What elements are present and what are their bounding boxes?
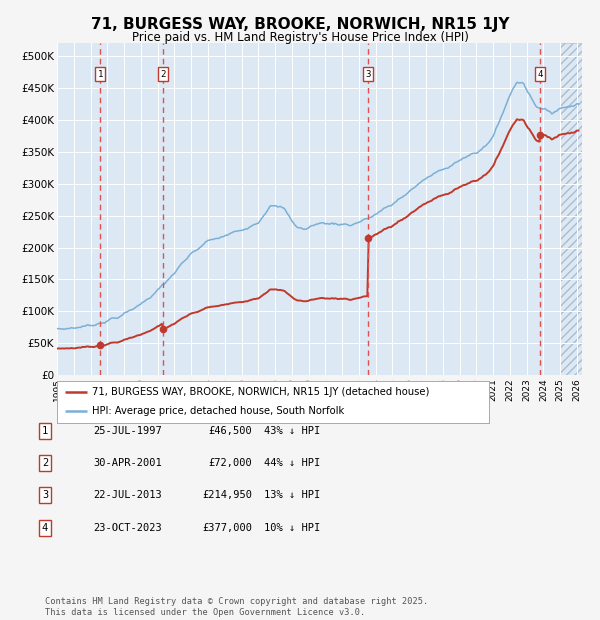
Text: 44% ↓ HPI: 44% ↓ HPI bbox=[264, 458, 320, 468]
Text: 23-OCT-2023: 23-OCT-2023 bbox=[93, 523, 162, 533]
Text: 4: 4 bbox=[42, 523, 48, 533]
Text: HPI: Average price, detached house, South Norfolk: HPI: Average price, detached house, Sout… bbox=[92, 407, 344, 417]
Text: £377,000: £377,000 bbox=[202, 523, 252, 533]
Text: 22-JUL-2013: 22-JUL-2013 bbox=[93, 490, 162, 500]
Text: 1: 1 bbox=[97, 69, 103, 79]
Text: 13% ↓ HPI: 13% ↓ HPI bbox=[264, 490, 320, 500]
Text: 2: 2 bbox=[42, 458, 48, 468]
Text: 4: 4 bbox=[538, 69, 543, 79]
Text: 1: 1 bbox=[42, 426, 48, 436]
Text: Price paid vs. HM Land Registry's House Price Index (HPI): Price paid vs. HM Land Registry's House … bbox=[131, 31, 469, 44]
Text: 10% ↓ HPI: 10% ↓ HPI bbox=[264, 523, 320, 533]
Text: 2: 2 bbox=[160, 69, 166, 79]
Text: 3: 3 bbox=[365, 69, 371, 79]
Text: Contains HM Land Registry data © Crown copyright and database right 2025.
This d: Contains HM Land Registry data © Crown c… bbox=[45, 598, 428, 617]
Text: £72,000: £72,000 bbox=[208, 458, 252, 468]
Text: 71, BURGESS WAY, BROOKE, NORWICH, NR15 1JY (detached house): 71, BURGESS WAY, BROOKE, NORWICH, NR15 1… bbox=[92, 387, 430, 397]
Text: 43% ↓ HPI: 43% ↓ HPI bbox=[264, 426, 320, 436]
Text: 3: 3 bbox=[42, 490, 48, 500]
Text: 30-APR-2001: 30-APR-2001 bbox=[93, 458, 162, 468]
Text: £46,500: £46,500 bbox=[208, 426, 252, 436]
Text: £214,950: £214,950 bbox=[202, 490, 252, 500]
Text: 25-JUL-1997: 25-JUL-1997 bbox=[93, 426, 162, 436]
Text: 71, BURGESS WAY, BROOKE, NORWICH, NR15 1JY: 71, BURGESS WAY, BROOKE, NORWICH, NR15 1… bbox=[91, 17, 509, 32]
